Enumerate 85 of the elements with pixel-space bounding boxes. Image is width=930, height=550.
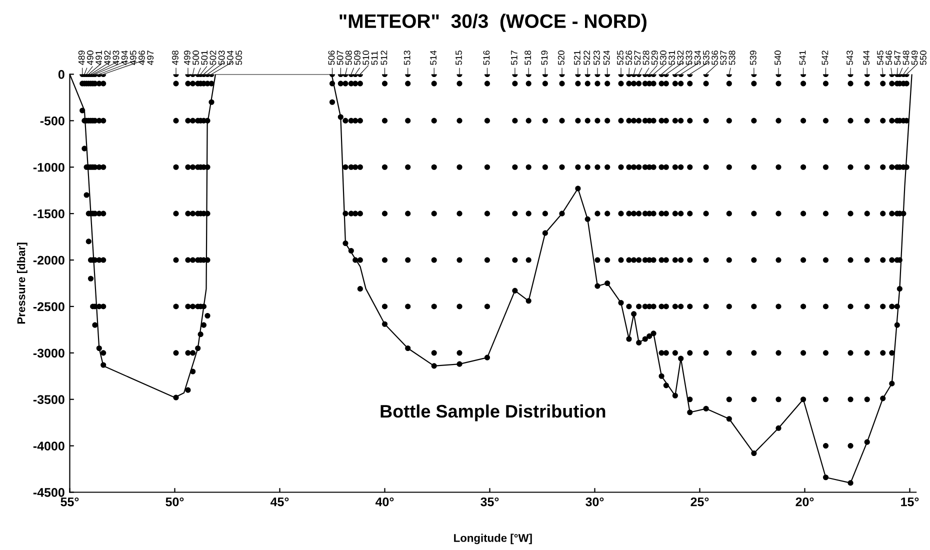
annotation: Bottle Sample Distribution — [380, 404, 606, 422]
annotation: 506 — [328, 50, 335, 65]
annotation: 493 — [112, 50, 120, 66]
annotation: 537 — [720, 50, 727, 65]
y-tick-label: 0 — [58, 70, 64, 79]
annotation: 522 — [584, 50, 590, 65]
y-tick-label: -1500 — [33, 209, 64, 218]
annotation: 507 — [336, 50, 344, 65]
annotation: 508 — [345, 50, 352, 65]
annotation: 494 — [121, 50, 128, 66]
annotation: 535 — [703, 50, 710, 65]
annotation: 526 — [626, 50, 632, 65]
y-axis-title: Pressure [dbar] — [17, 242, 28, 324]
annotation: 528 — [642, 50, 650, 65]
y-tick-label: -4000 — [33, 442, 64, 450]
annotation: 521 — [574, 50, 580, 65]
annotation: 541 — [799, 50, 806, 65]
annotation: 504 — [227, 50, 234, 65]
annotation: 534 — [694, 50, 701, 65]
annotation: 515 — [456, 50, 462, 65]
annotation: 511 — [371, 51, 378, 65]
annotation: 544 — [863, 50, 870, 65]
y-tick-label: -2500 — [33, 302, 64, 312]
annotation: 530 — [660, 50, 666, 65]
annotation: 519 — [541, 50, 548, 65]
y-tick-label: -3000 — [33, 348, 64, 358]
annotation: 503 — [218, 50, 225, 65]
annotation: 540 — [774, 50, 781, 65]
annotation: 545 — [877, 50, 884, 65]
x-tick-label: 20° — [796, 497, 814, 506]
x-tick-label: 55° — [60, 497, 79, 506]
annotation: 492 — [104, 50, 111, 66]
annotation: 520 — [558, 50, 564, 65]
annotation: 527 — [634, 50, 641, 65]
annotation: 514 — [430, 50, 437, 65]
x-tick-label: 15° — [901, 497, 919, 506]
annotation: 539 — [750, 50, 756, 65]
annotation: 497 — [147, 50, 154, 66]
y-tick-label: -2000 — [33, 256, 64, 265]
annotation: 491 — [96, 50, 102, 66]
annotation: 549 — [911, 50, 918, 65]
annotation: 512 — [380, 50, 388, 65]
y-tick-label: -1000 — [33, 162, 64, 172]
x-tick-label: 30° — [586, 497, 604, 506]
annotation: 509 — [354, 50, 360, 65]
annotation: 499 — [184, 50, 190, 66]
annotation: 550 — [920, 50, 926, 65]
chart-title: "METEOR" 30/3 (WOCE - NORD) — [340, 14, 646, 32]
annotation: 500 — [192, 50, 200, 65]
annotation: 532 — [677, 50, 684, 65]
annotation: 517 — [511, 50, 518, 65]
annotation: 523 — [594, 50, 600, 65]
annotation: 529 — [651, 50, 658, 65]
x-tick-label: 35° — [480, 497, 499, 506]
x-axis-title: Longitude [°W] — [454, 534, 532, 544]
annotation: 489 — [78, 50, 85, 66]
annotation: 531 — [668, 50, 676, 65]
annotation: 525 — [617, 50, 624, 65]
annotation: 516 — [483, 50, 490, 65]
annotation: 498 — [172, 50, 178, 66]
annotation: 547 — [894, 50, 901, 65]
x-tick-label: 25° — [690, 497, 709, 506]
annotation: 538 — [728, 50, 736, 65]
annotation: 496 — [138, 50, 145, 66]
annotation: 533 — [686, 50, 692, 65]
y-tick-label: -3500 — [33, 395, 64, 404]
annotation: 505 — [236, 50, 242, 65]
x-tick-label: 40° — [375, 497, 394, 506]
annotation: 548 — [902, 50, 910, 65]
annotation: 546 — [886, 50, 892, 65]
y-tick-label: -4500 — [33, 488, 64, 497]
annotation: 542 — [822, 50, 828, 65]
annotation: 495 — [130, 50, 136, 66]
x-tick-label: 50° — [166, 497, 184, 506]
annotation: 490 — [86, 50, 94, 66]
annotation: 543 — [846, 50, 853, 65]
y-tick-label: -500 — [40, 116, 64, 126]
annotation: 536 — [712, 50, 718, 65]
annotation: 502 — [210, 50, 216, 65]
x-tick-label: 45° — [270, 497, 289, 506]
annotation: 524 — [603, 50, 610, 65]
annotation: 513 — [404, 50, 410, 65]
annotation: 501 — [201, 50, 208, 65]
annotation: 510 — [362, 50, 370, 65]
annotation: 518 — [524, 50, 532, 65]
